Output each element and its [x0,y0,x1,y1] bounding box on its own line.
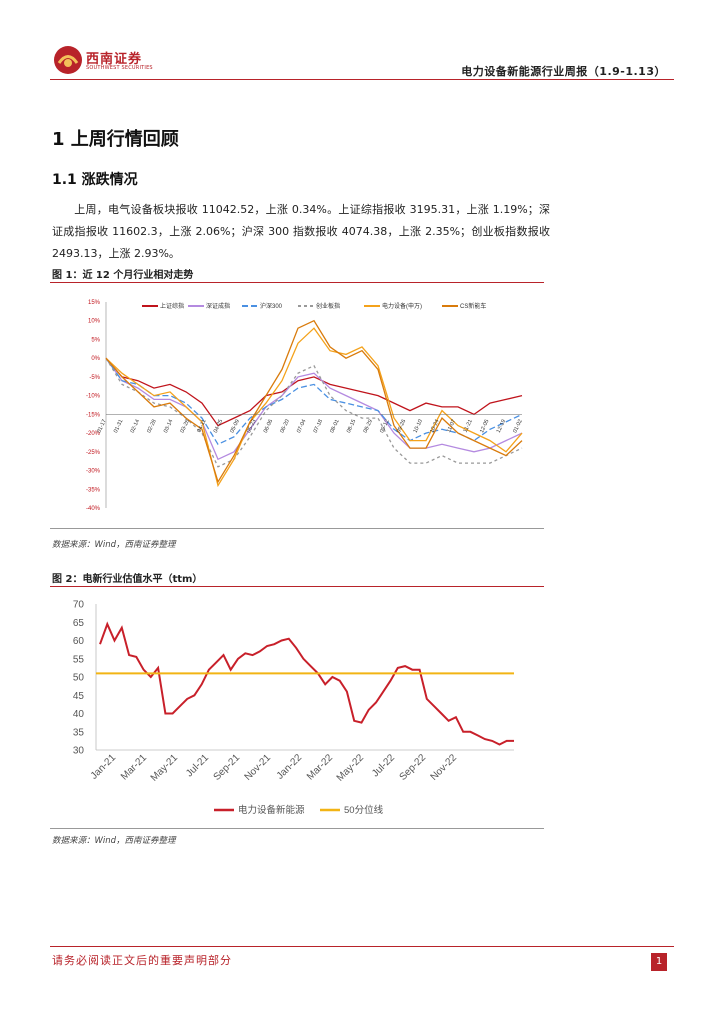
x-tick-label: Nov-21 [243,752,274,783]
y-tick-label: 40 [73,709,85,720]
figure-2-bottom-rule [50,828,544,829]
x-tick-label: 07-04 [296,419,307,434]
y-tick-label: 10% [88,319,101,325]
legend-label: 50分位线 [344,804,384,816]
figure-1-source: 数据来源：Wind，西南证券整理 [52,540,176,550]
y-tick-label: 30 [73,746,85,757]
x-tick-label: 09-12 [379,419,390,434]
series-line [105,357,523,427]
x-tick-label: Nov-22 [429,752,460,783]
y-tick-label: -25% [86,450,101,456]
series-line [105,357,523,461]
x-tick-label: 03-14 [163,419,174,434]
x-tick-label: 01-31 [113,419,124,434]
x-tick-label: 07-18 [313,419,324,434]
y-tick-label: -20% [86,431,101,437]
series-line [105,357,523,446]
y-tick-label: -15% [86,412,101,418]
y-tick-label: 35 [73,727,85,738]
legend-label: 沪深300 [260,302,283,310]
x-tick-label: Sep-22 [398,752,429,783]
y-tick-label: -40% [86,506,101,512]
body-paragraph: 上周，电气设备板块报收 11042.52，上涨 0.34%。上证综指报收 319… [52,199,550,265]
x-tick-label: Jan-22 [275,752,305,782]
x-tick-label: 03-28 [180,419,191,434]
x-tick-label: 02-14 [130,419,141,434]
logo-name: 西南证券 [86,52,143,67]
x-tick-label: 12-19 [496,419,507,434]
company-logo [52,44,152,76]
x-tick-label: 11-07 [446,419,457,434]
y-tick-label: 65 [73,618,85,629]
y-tick-label: 15% [88,300,101,306]
figure-1-chart: 15% 10% 5% 0% -5% -10% -15% -20% -25% -30% -35% -40… [86,300,524,512]
x-tick-label: 10-24 [429,419,440,434]
logo-emblem-icon [54,46,82,74]
x-tick-label: May-21 [149,752,181,784]
x-tick-label: 04-25 [213,419,224,434]
x-tick-label: Mar-22 [305,752,335,782]
x-tick-label: Sep-21 [212,752,243,783]
y-tick-label: 60 [73,636,85,647]
figure-1-top-rule [50,282,544,283]
x-tick-label: 08-15 [346,419,357,434]
y-tick-label: -30% [86,469,101,475]
legend-label: 电力设备(申万) [382,302,422,310]
series-line [105,327,523,488]
series-line [105,319,523,484]
footer-disclaimer: 请务必阅读正文后的重要声明部分 [52,954,232,967]
figure-1-title: 图 1：近 12 个月行业相对走势 [52,270,194,281]
x-tick-label: 05-23 [246,419,257,434]
report-title: 电力设备新能源行业周报（1.9-1.13） [461,65,666,78]
figure-1-bottom-rule [50,528,544,529]
x-tick-label: 01-02 [512,419,523,434]
x-tick-label: 12-05 [479,419,490,434]
series-line [105,357,523,468]
x-tick-label: 09-26 [396,419,407,434]
x-tick-label: 01-17 [96,419,107,434]
x-tick-label: Jul-22 [370,752,397,779]
section-heading: 1 上周行情回顾 [52,129,179,150]
x-tick-label: 02-28 [146,419,157,434]
y-tick-label: 0% [91,356,100,362]
x-tick-label: 08-01 [329,419,340,434]
figure-2-source: 数据来源：Wind，西南证券整理 [52,836,176,846]
legend-label: 电力设备新能源 [238,804,305,816]
y-tick-label: 55 [73,654,85,665]
subsection-heading: 1.1 涨跌情况 [52,172,138,188]
x-tick-label: 10-10 [413,419,424,434]
x-tick-label: Jul-21 [184,752,211,779]
y-tick-label: -35% [86,487,101,493]
x-tick-label: 04-11 [196,419,207,434]
x-tick-label: Jan-21 [89,752,119,782]
y-tick-label: 5% [91,337,100,343]
x-tick-label: May-22 [335,752,367,784]
legend-label: 创业板指 [316,302,340,310]
figure-2-top-rule [50,586,544,587]
y-tick-label: 70 [73,600,85,611]
legend-label: 深证成指 [206,302,230,310]
legend-label: CS新能车 [460,302,486,310]
footer-divider [50,946,674,947]
y-tick-label: 45 [73,691,85,702]
x-tick-label: 08-29 [363,419,374,434]
page-number: 1 [651,953,667,971]
x-tick-label: 11-21 [463,419,474,434]
y-tick-label: 50 [73,673,85,684]
x-tick-label: Mar-21 [119,752,149,782]
x-tick-label: 06-20 [279,419,290,434]
header-divider [50,79,674,80]
x-tick-label: 06-06 [263,419,274,434]
y-tick-label: -5% [89,375,100,381]
figure-2-title: 图 2：电新行业估值水平（ttm） [52,574,203,585]
x-tick-label: 05-09 [230,419,241,434]
legend-label: 上证综指 [160,302,184,310]
body-paragraph-text: 上周，电气设备板块报收 11042.52，上涨 0.34%。上证综指报收 319… [52,203,550,260]
logo-subtitle: SOUTHWEST SECURITIES [86,65,153,71]
series-line [99,621,514,746]
y-tick-label: -10% [86,394,101,400]
